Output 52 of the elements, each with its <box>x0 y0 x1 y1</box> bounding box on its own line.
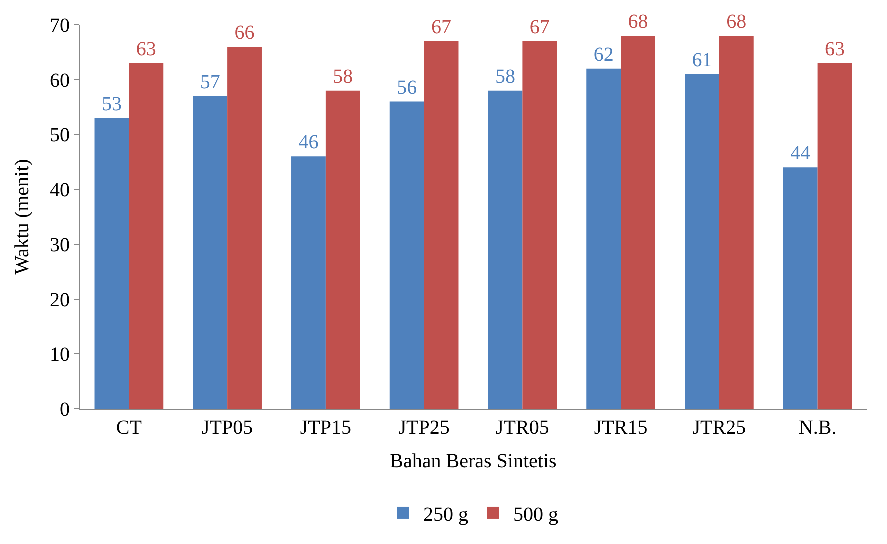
data-label: 61 <box>692 49 712 72</box>
bar <box>424 41 459 409</box>
data-label: 63 <box>825 38 846 60</box>
y-tick-label: 40 <box>50 180 70 202</box>
legend-label: 500 g <box>514 504 558 526</box>
legend-label: 250 g <box>424 504 468 526</box>
y-tick-label: 60 <box>50 70 70 92</box>
y-axis-title: Waktu (menit) <box>12 159 34 275</box>
x-axis-title: Bahan Beras Sintetis <box>390 450 558 472</box>
bar <box>193 96 228 409</box>
y-tick-label: 20 <box>50 289 70 312</box>
data-label: 67 <box>530 16 550 38</box>
x-tick-label: JTP05 <box>202 417 254 439</box>
y-tick-label: 30 <box>50 234 70 256</box>
x-tick-label: CT <box>116 417 142 439</box>
y-tick-label: 50 <box>50 124 70 147</box>
data-label: 44 <box>790 142 811 165</box>
data-label: 57 <box>200 71 220 94</box>
data-label: 67 <box>432 16 452 38</box>
x-tick-label: N.B. <box>798 417 837 439</box>
data-label: 62 <box>594 44 614 66</box>
data-label: 58 <box>495 66 516 88</box>
data-label: 46 <box>298 132 319 154</box>
data-label: 68 <box>726 10 747 33</box>
x-tick-label: JTR25 <box>692 417 746 439</box>
y-tick-label: 10 <box>50 344 70 366</box>
bar <box>783 168 818 409</box>
data-label: 68 <box>628 10 648 33</box>
bar <box>818 63 852 409</box>
bar <box>586 68 622 409</box>
bar <box>326 90 360 409</box>
data-label: 66 <box>234 22 255 44</box>
x-tick-label: JTP25 <box>398 417 450 439</box>
bar <box>488 90 523 409</box>
bar <box>228 46 262 409</box>
x-tick-label: JTR05 <box>496 417 550 439</box>
y-tick-label: 0 <box>60 399 70 421</box>
data-label: 53 <box>102 93 122 116</box>
bar <box>621 36 656 409</box>
x-tick-label: JTP15 <box>300 417 352 439</box>
bar <box>719 36 754 409</box>
bar <box>292 156 326 409</box>
bar <box>685 74 720 409</box>
x-tick-label: JTR15 <box>594 417 648 439</box>
y-tick-label: 70 <box>50 15 70 37</box>
bar <box>390 102 424 409</box>
data-label: 58 <box>333 66 354 88</box>
data-label: 56 <box>397 76 418 99</box>
data-label: 63 <box>136 38 156 60</box>
bar <box>522 41 558 409</box>
bar <box>94 118 130 409</box>
bar <box>129 63 164 409</box>
